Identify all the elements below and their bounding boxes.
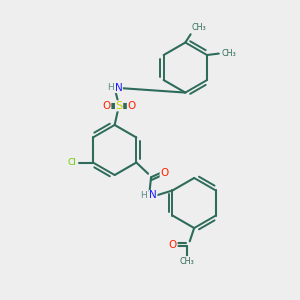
Text: O: O: [127, 101, 136, 111]
Text: S: S: [116, 101, 123, 111]
Text: CH₃: CH₃: [179, 256, 194, 266]
Text: H: H: [107, 83, 114, 92]
Text: O: O: [169, 240, 177, 250]
Text: O: O: [160, 168, 168, 178]
Text: CH₃: CH₃: [191, 23, 206, 32]
Text: N: N: [149, 190, 157, 200]
Text: N: N: [115, 82, 122, 93]
Text: O: O: [103, 101, 111, 111]
Text: H: H: [140, 191, 147, 200]
Text: CH₃: CH₃: [222, 49, 236, 58]
Text: Cl: Cl: [68, 158, 77, 167]
